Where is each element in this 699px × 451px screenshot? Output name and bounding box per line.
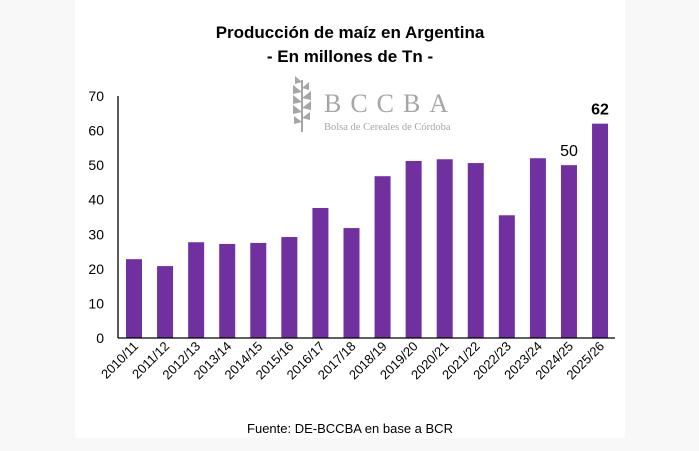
bar-2020/21 [436, 159, 453, 338]
logo-subtitle: Bolsa de Cereales de Córdoba [324, 122, 451, 133]
bar-2014/15 [250, 242, 267, 338]
bar-2021/22 [467, 163, 484, 338]
bar-2011/12 [157, 266, 174, 338]
bar-2019/20 [405, 160, 422, 338]
y-tick-label: 30 [88, 226, 104, 242]
wheat-icon [293, 76, 311, 132]
bccba-logo: BCCBA Bolsa de Cereales de Córdoba [293, 76, 457, 133]
chart-source: Fuente: DE-BCCBA en base a BCR [247, 421, 453, 436]
bar-2025/26 [592, 123, 609, 339]
bar-2018/19 [374, 176, 391, 338]
bar-2012/13 [188, 242, 205, 338]
data-label-2024/25: 50 [560, 143, 578, 160]
bar-2024/25 [560, 165, 577, 338]
bar-2015/16 [281, 237, 298, 338]
logo-name: BCCBA [324, 89, 457, 118]
bar-2010/11 [126, 259, 142, 338]
y-tick-label: 60 [88, 123, 104, 139]
y-tick-label: 50 [88, 157, 104, 173]
y-tick-label: 20 [88, 261, 104, 277]
y-tick-label: 10 [88, 295, 104, 311]
chart-title: Producción de maíz en Argentina [215, 23, 485, 42]
bar-2013/14 [219, 243, 236, 338]
y-tick-label: 40 [88, 192, 104, 208]
bar-2016/17 [312, 208, 329, 338]
y-tick-label: 0 [96, 330, 104, 346]
bar-2017/18 [343, 228, 360, 338]
y-tick-label: 70 [88, 88, 104, 104]
data-label-2025/26: 62 [591, 102, 609, 119]
chart-subtitle: - En millones de Tn - [266, 47, 434, 66]
bar-2022/23 [498, 215, 515, 338]
bar-2023/24 [529, 158, 546, 338]
